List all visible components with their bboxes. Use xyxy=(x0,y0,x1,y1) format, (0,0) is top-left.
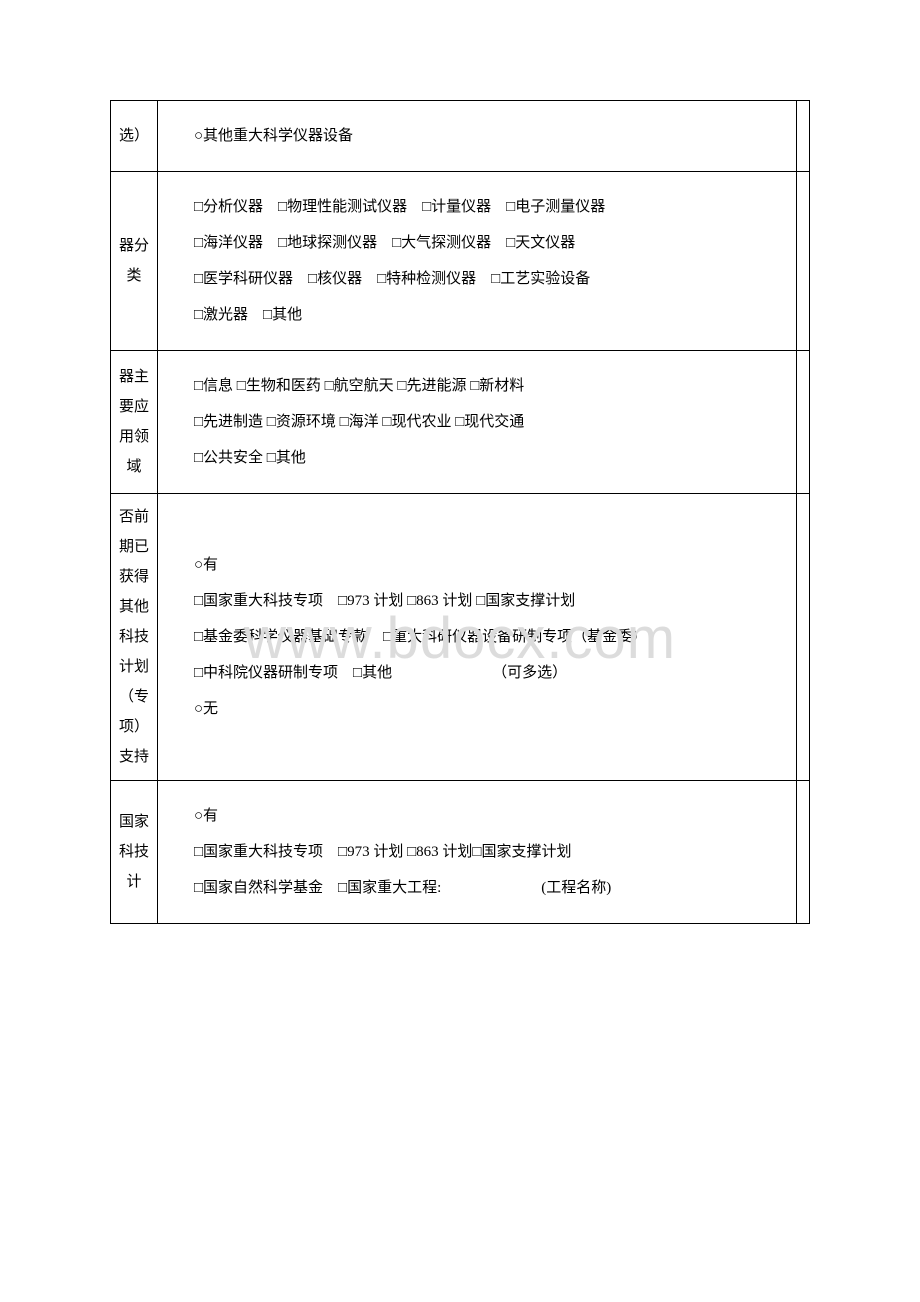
document-page: 选） ○其他重大科学仪器设备 器分类 □分析仪器 □物理性能测试仪器 □计量仪器… xyxy=(0,0,920,964)
row-label-application-field: 器主要应用领域 xyxy=(111,351,158,494)
category-options-line1[interactable]: □分析仪器 □物理性能测试仪器 □计量仪器 □电子测量仪器 xyxy=(164,192,790,222)
row-content-national-plan: ○有 □国家重大科技专项 □973 计划 □863 计划□国家支撑计划 □国家自… xyxy=(158,781,797,924)
trail-cell xyxy=(797,101,810,172)
prior-support-no[interactable]: ○无 xyxy=(164,694,790,724)
table-row: 否前期已获得其他科技计划（专项）支持 ○有 □国家重大科技专项 □973 计划 … xyxy=(111,494,810,781)
row-content-application-field: □信息 □生物和医药 □航空航天 □先进能源 □新材料 □先进制造 □资源环境 … xyxy=(158,351,797,494)
table-row: 选） ○其他重大科学仪器设备 xyxy=(111,101,810,172)
category-options-line4[interactable]: □激光器 □其他 xyxy=(164,300,790,330)
field-options-line1[interactable]: □信息 □生物和医药 □航空航天 □先进能源 □新材料 xyxy=(164,371,790,401)
trail-cell xyxy=(797,781,810,924)
category-options-line3[interactable]: □医学科研仪器 □核仪器 □特种检测仪器 □工艺实验设备 xyxy=(164,264,790,294)
national-plan-options-line1[interactable]: □国家重大科技专项 □973 计划 □863 计划□国家支撑计划 xyxy=(164,837,790,867)
table-row: 器主要应用领域 □信息 □生物和医药 □航空航天 □先进能源 □新材料 □先进制… xyxy=(111,351,810,494)
row-content-prior-support: ○有 □国家重大科技专项 □973 计划 □863 计划 □国家支撑计划 □基金… xyxy=(158,494,797,781)
row-content-category: □分析仪器 □物理性能测试仪器 □计量仪器 □电子测量仪器 □海洋仪器 □地球探… xyxy=(158,172,797,351)
row-label-prior-support: 否前期已获得其他科技计划（专项）支持 xyxy=(111,494,158,781)
national-plan-nsfc: □国家自然科学基金 □国家重大工程: xyxy=(194,880,441,896)
national-plan-project-name: (工程名称) xyxy=(541,880,611,896)
row-label-xuan: 选） xyxy=(111,101,158,172)
prior-support-options-line1[interactable]: □国家重大科技专项 □973 计划 □863 计划 □国家支撑计划 xyxy=(164,586,790,616)
category-options-line2[interactable]: □海洋仪器 □地球探测仪器 □大气探测仪器 □天文仪器 xyxy=(164,228,790,258)
option-other-major-equipment[interactable]: ○其他重大科学仪器设备 xyxy=(164,121,790,151)
prior-support-yes[interactable]: ○有 xyxy=(164,550,790,580)
trail-cell xyxy=(797,172,810,351)
field-options-line3[interactable]: □公共安全 □其他 xyxy=(164,443,790,473)
row-label-category: 器分类 xyxy=(111,172,158,351)
prior-support-zhongke: □中科院仪器研制专项 □其他 xyxy=(194,665,392,681)
prior-support-options-line3[interactable]: □中科院仪器研制专项 □其他 （可多选） xyxy=(164,658,790,688)
trail-cell xyxy=(797,494,810,781)
trail-cell xyxy=(797,351,810,494)
row-label-national-plan: 国家科技计 xyxy=(111,781,158,924)
national-plan-yes[interactable]: ○有 xyxy=(164,801,790,831)
field-options-line2[interactable]: □先进制造 □资源环境 □海洋 □现代农业 □现代交通 xyxy=(164,407,790,437)
table-row: 国家科技计 ○有 □国家重大科技专项 □973 计划 □863 计划□国家支撑计… xyxy=(111,781,810,924)
national-plan-options-line2[interactable]: □国家自然科学基金 □国家重大工程: (工程名称) xyxy=(164,873,790,903)
row-content-other-equipment: ○其他重大科学仪器设备 xyxy=(158,101,797,172)
prior-support-options-line2[interactable]: □基金委科学仪器基础专款 □重大科研仪器设备研制专项（基金委） xyxy=(164,622,790,652)
prior-support-multiselect-note: （可多选） xyxy=(492,665,567,681)
table-row: 器分类 □分析仪器 □物理性能测试仪器 □计量仪器 □电子测量仪器 □海洋仪器 … xyxy=(111,172,810,351)
form-table: 选） ○其他重大科学仪器设备 器分类 □分析仪器 □物理性能测试仪器 □计量仪器… xyxy=(110,100,810,924)
